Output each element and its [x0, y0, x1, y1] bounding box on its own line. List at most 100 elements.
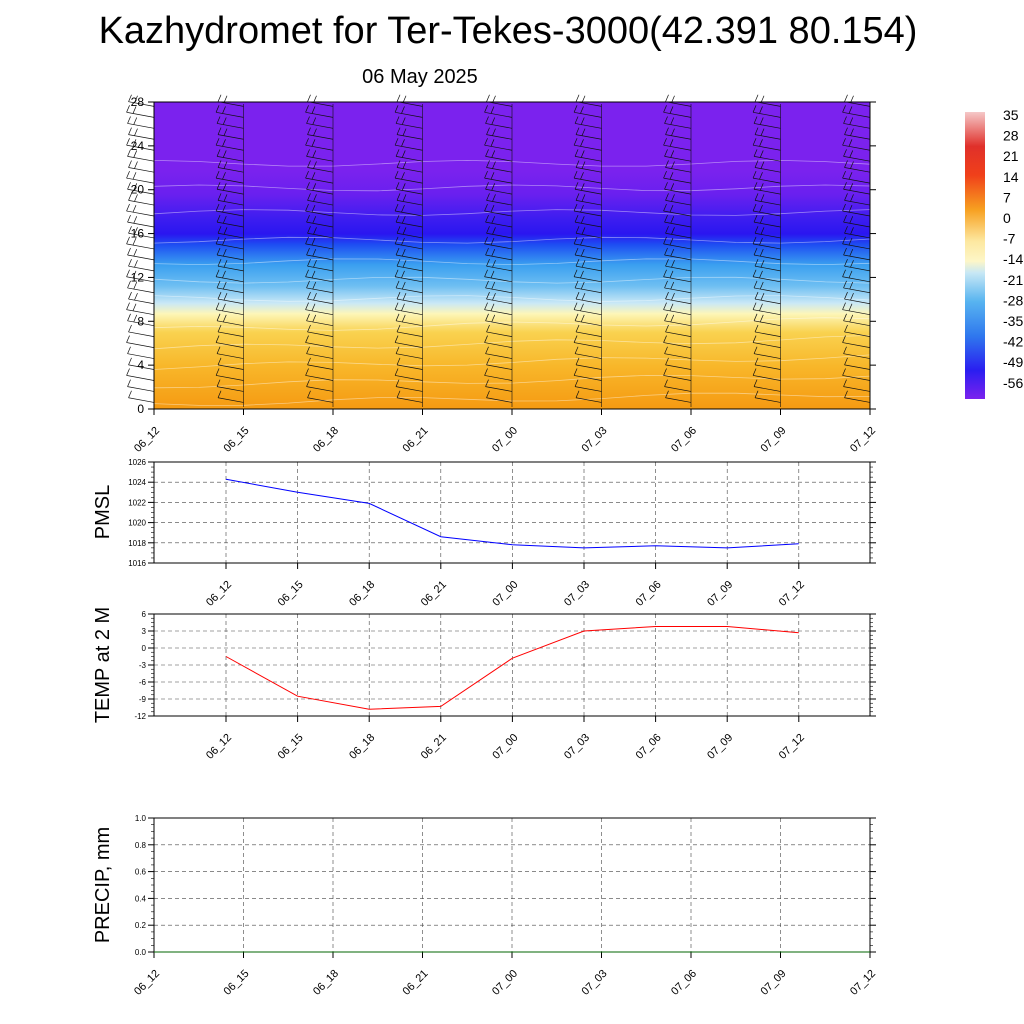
wind-barb [842, 276, 871, 283]
wind-barb-flag [580, 281, 585, 290]
wind-barb [754, 364, 781, 370]
wind-barb [484, 210, 513, 217]
wind-barb [664, 188, 692, 195]
wind-barb [127, 123, 155, 129]
y-tick-label: 0.0 [135, 948, 147, 957]
wind-barb [665, 265, 692, 272]
wind-barb [216, 221, 244, 228]
wind-barb [665, 232, 692, 239]
y-tick-label: 0.6 [135, 868, 147, 877]
x-tick-label: 07_03 [562, 732, 592, 762]
wind-barb-flag [216, 182, 221, 190]
wind-barb [217, 167, 244, 173]
wind-barb-flag [664, 346, 668, 354]
wind-barb-flag [664, 149, 668, 157]
wind-barb-flag [133, 183, 138, 191]
y-tick-label: 24 [131, 139, 145, 153]
wind-barb-flag [305, 368, 309, 376]
wind-barb [126, 111, 155, 118]
wind-barb-flag [671, 161, 675, 169]
wind-barb [486, 232, 513, 239]
wind-barb [485, 123, 513, 129]
wind-barb [664, 386, 692, 392]
wind-barb-flag [305, 170, 309, 179]
wind-barb-flag [401, 216, 406, 224]
y-tick-label: 8 [137, 314, 144, 328]
wind-barb-flag [401, 248, 406, 257]
wind-barb [665, 397, 692, 403]
wind-barb [573, 342, 602, 348]
wind-barb [217, 265, 244, 272]
wind-barb-flag [402, 194, 407, 202]
wind-barb-flag [492, 161, 496, 169]
wind-barb-flag [126, 236, 130, 245]
wind-barb-flag [306, 379, 310, 387]
wind-barb-flag [574, 116, 579, 124]
wind-barb-flag [128, 226, 132, 234]
wind-barb-flag [663, 335, 667, 343]
x-tick-label: 06_21 [401, 968, 431, 998]
wind-barb-flag [217, 226, 222, 234]
wind-barb [574, 123, 602, 129]
y-tick-label: 4 [137, 358, 144, 372]
wind-barb-flag [133, 314, 138, 323]
wind-barb-flag [305, 203, 309, 212]
wind-barb-flag [312, 216, 317, 224]
wind-barb-flag [580, 248, 585, 257]
wind-barb-flag [223, 128, 228, 136]
y-tick-label: 1018 [128, 539, 146, 548]
wind-barb-flag [223, 260, 228, 268]
wind-barb [663, 111, 692, 118]
wind-barb [484, 111, 513, 118]
y-tick-label: 0.2 [135, 921, 147, 930]
x-tick-label: 06_12 [204, 732, 234, 762]
y-tick-label: 12 [131, 270, 145, 284]
wind-barb-flag [311, 204, 316, 213]
wind-barb-flag [396, 193, 401, 201]
wind-barb [128, 232, 155, 239]
wind-barb-flag [850, 292, 854, 301]
wind-barb-flag [216, 346, 221, 354]
wind-barb-flag [485, 182, 489, 190]
y-tick-label: 0.4 [135, 894, 147, 903]
wind-barb [484, 243, 513, 250]
wind-barb-flag [306, 313, 310, 321]
wind-barb [485, 188, 513, 195]
wind-barb-flag [753, 247, 758, 256]
wind-barb-flag [307, 357, 311, 365]
wind-barb [127, 221, 155, 228]
wind-barb-flag [759, 281, 764, 290]
wind-barb-flag [485, 346, 489, 354]
wind-barb [842, 342, 871, 348]
wind-barb [396, 298, 423, 305]
wind-barb [842, 177, 871, 184]
wind-barb [573, 276, 602, 283]
wind-barb-flag [394, 138, 399, 146]
wind-barb-flag [665, 259, 669, 267]
wind-barb [754, 265, 781, 272]
wind-barb-flag [491, 150, 496, 158]
wind-barb-flag [849, 314, 854, 323]
x-tick-label: 06_21 [401, 425, 431, 455]
x-tick-label: 07_06 [634, 579, 664, 609]
wind-barb-flag [843, 247, 847, 256]
wind-barb [753, 123, 781, 129]
wind-barb-flag [127, 313, 131, 321]
wind-barb-flag [844, 324, 848, 333]
chart-date: 06 May 2025 [362, 66, 478, 88]
wind-barb-flag [394, 368, 399, 376]
wind-barb-flag [670, 183, 675, 191]
wind-barb-flag [311, 237, 316, 246]
colorbar-label: 0 [1003, 210, 1011, 226]
wind-barb-flag [753, 214, 758, 223]
wind-barb-flag [394, 335, 399, 343]
x-tick-label: 07_03 [580, 425, 610, 455]
wind-barb-flag [759, 117, 764, 125]
wind-barb-flag [484, 105, 488, 113]
wind-barb-flag [753, 346, 758, 354]
wind-barb [217, 134, 244, 140]
wind-barb [574, 386, 602, 392]
wind-barb-flag [396, 324, 401, 333]
y-tick-label: -3 [139, 661, 147, 670]
wind-barb-flag [222, 106, 226, 114]
